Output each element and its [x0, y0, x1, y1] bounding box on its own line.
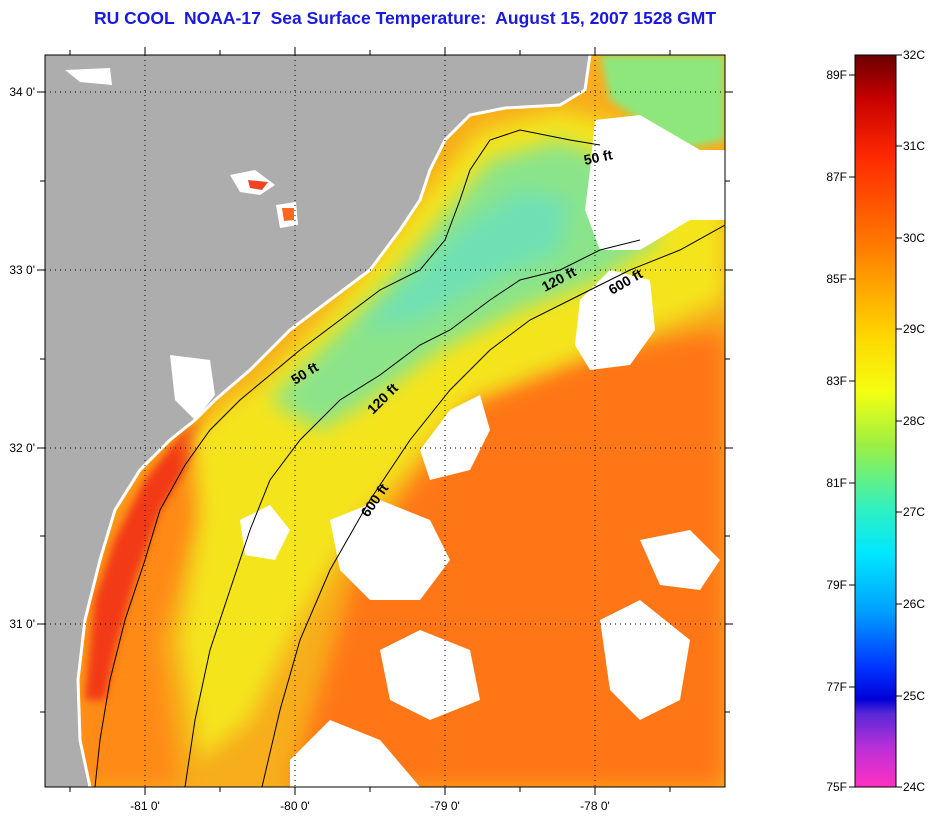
cb-f-87: 87F — [826, 170, 847, 184]
cloud-offshore-3 — [380, 630, 480, 720]
cloud-offshore-2 — [330, 500, 450, 600]
ne-green-patch — [600, 55, 725, 150]
lat-label-33: 33 0' — [9, 263, 35, 277]
warm-coastal — [70, 410, 230, 787]
cloud-northeast — [585, 115, 725, 250]
coast-estuary — [170, 355, 215, 420]
island-2-warm — [282, 208, 294, 221]
cloud-far-east — [640, 530, 720, 590]
cb-f-75: 75F — [826, 780, 847, 794]
land-mass — [45, 55, 590, 787]
lon-label-81: -81 0' — [130, 799, 160, 813]
lat-label-34: 34 0' — [9, 85, 35, 99]
map-panel — [45, 55, 725, 787]
cb-c-27: 27C — [903, 505, 925, 519]
hot-nearshore — [85, 420, 205, 700]
cool-core — [360, 190, 570, 330]
cloud-south — [290, 720, 420, 787]
colorbar-gradient — [854, 54, 897, 788]
cb-f-77: 77F — [826, 680, 847, 694]
cb-c-31: 31C — [903, 139, 925, 153]
lat-label-31: 31 0' — [9, 617, 35, 631]
cloud-inner — [240, 505, 290, 560]
ticks — [37, 47, 733, 795]
cb-f-83: 83F — [826, 374, 847, 388]
map-title: RU COOL NOAA-17 Sea Surface Temperature:… — [93, 8, 717, 28]
contour-50ft — [94, 129, 601, 787]
map-frame — [44, 54, 726, 788]
lon-label-78: -78 0' — [580, 799, 610, 813]
cb-c-32: 32C — [903, 48, 925, 62]
lat-label-32: 32 0' — [9, 441, 35, 455]
graticule — [45, 55, 725, 787]
cb-c-30: 30C — [903, 231, 925, 245]
lon-label-79: -79 0' — [430, 799, 460, 813]
cb-c-25: 25C — [903, 689, 925, 703]
contour-120ft — [184, 239, 641, 787]
cb-c-24: 24C — [903, 780, 925, 794]
nw-white-patch — [65, 68, 112, 85]
coast-edge — [76, 55, 592, 787]
cb-c-28: 28C — [903, 414, 925, 428]
cb-c-29: 29C — [903, 322, 925, 336]
cloud-south-east — [600, 600, 690, 720]
cb-f-79: 79F — [826, 578, 847, 592]
cb-f-89: 89F — [826, 68, 847, 82]
colorbar: 89F 87F 85F 83F 81F 79F 77F 75F 32C 31C … — [826, 48, 925, 794]
cb-c-26: 26C — [903, 597, 925, 611]
cb-f-85: 85F — [826, 272, 847, 286]
cb-f-81: 81F — [826, 476, 847, 490]
contour-label-50ft-north: 50 ft — [582, 146, 614, 168]
cloud-offshore-1 — [420, 395, 490, 480]
lon-label-80: -80 0' — [280, 799, 310, 813]
island-1-warm — [248, 180, 268, 190]
